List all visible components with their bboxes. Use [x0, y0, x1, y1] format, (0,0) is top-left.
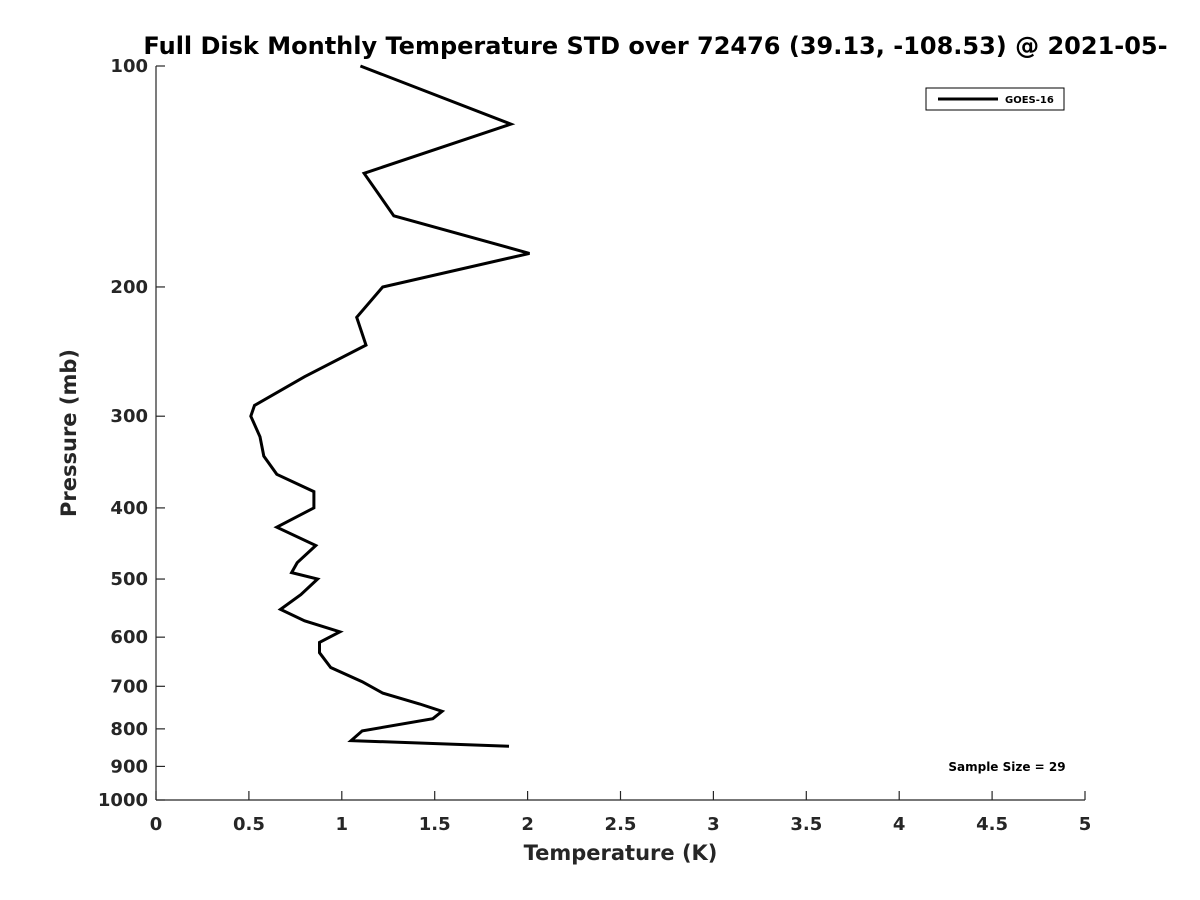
y-axis: 100 200 300 400 500 600 700 800 900 1000 — [98, 56, 165, 811]
x-tick-label: 4 — [893, 814, 906, 835]
series-line-goes-16 — [249, 64, 530, 748]
x-tick-label: 0.5 — [233, 814, 265, 835]
chart-title: Full Disk Monthly Temperature STD over 7… — [143, 32, 1167, 60]
x-axis-label: Temperature (K) — [524, 841, 718, 865]
x-tick-label: 4.5 — [976, 814, 1008, 835]
y-tick-label: 300 — [110, 406, 148, 427]
x-tick-label: 1.5 — [419, 814, 451, 835]
y-tick-label: 1000 — [98, 790, 148, 811]
x-axis: 0 0.5 1 1.5 2 2.5 3 3.5 4 4.5 5 — [150, 791, 1092, 835]
y-tick-label: 200 — [110, 277, 148, 298]
y-tick-label: 400 — [110, 498, 148, 519]
x-tick-label: 5 — [1079, 814, 1092, 835]
y-axis-label: Pressure (mb) — [57, 349, 81, 517]
legend: GOES-16 — [925, 87, 1065, 111]
x-tick-label: 2.5 — [605, 814, 637, 835]
y-tick-label: 500 — [110, 569, 148, 590]
y-tick-label: 800 — [110, 719, 148, 740]
x-tick-label: 3.5 — [790, 814, 822, 835]
y-tick-label: 900 — [110, 756, 148, 777]
y-tick-label: 700 — [110, 676, 148, 697]
series-layer — [249, 64, 530, 748]
legend-entry-goes-16: GOES-16 — [1005, 95, 1054, 106]
x-tick-label: 1 — [336, 814, 349, 835]
axes — [155, 66, 1085, 801]
y-tick-label: 100 — [110, 56, 148, 77]
x-tick-label: 2 — [521, 814, 534, 835]
y-tick-label: 600 — [110, 627, 148, 648]
x-tick-label: 3 — [707, 814, 720, 835]
sample-size-annotation: Sample Size = 29 — [948, 760, 1065, 774]
x-tick-label: 0 — [150, 814, 163, 835]
